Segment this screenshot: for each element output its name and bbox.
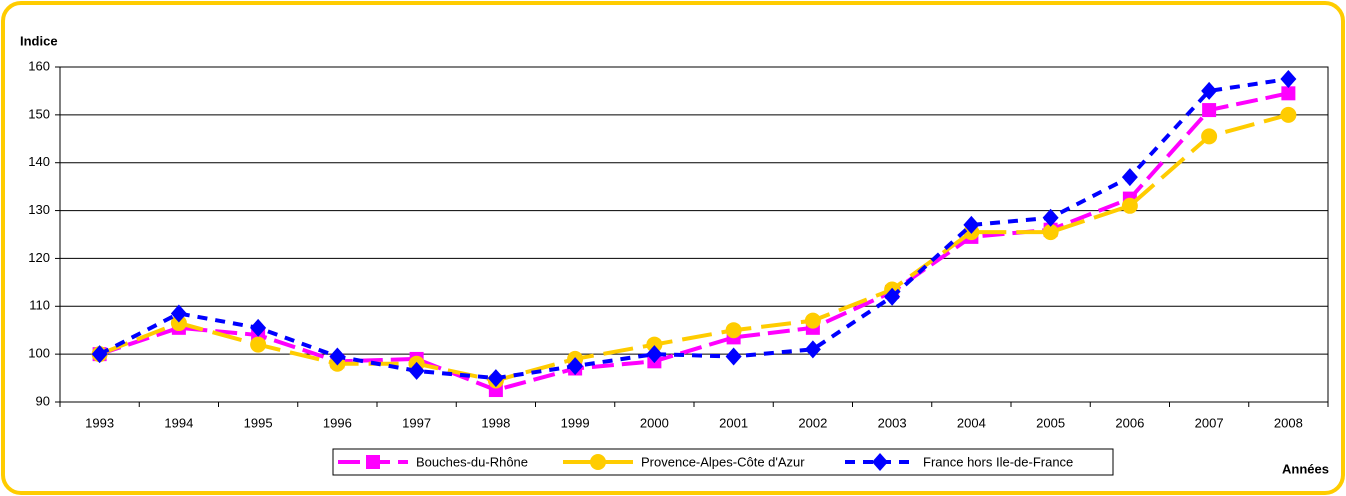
y-tick-label: 90 [36, 393, 50, 408]
x-tick-label: 2000 [640, 415, 669, 430]
marker [250, 318, 267, 337]
x-tick-label: 2002 [798, 415, 827, 430]
marker [1280, 69, 1297, 88]
y-axis-label: Indice [20, 33, 58, 48]
legend [332, 448, 1114, 476]
y-tick-label: 140 [28, 154, 50, 169]
x-axis-label: Années [1282, 461, 1329, 476]
marker [1280, 106, 1297, 123]
x-tick-label: 1994 [164, 415, 193, 430]
x-tick-label: 1995 [244, 415, 273, 430]
series-line [98, 76, 1289, 381]
x-tick-label: 1996 [323, 415, 352, 430]
marker [963, 215, 980, 234]
x-tick-label: 2003 [878, 415, 907, 430]
x-tick-label: 1997 [402, 415, 431, 430]
y-tick-label: 110 [29, 298, 50, 313]
marker [646, 345, 663, 364]
x-tick-label: 1999 [561, 415, 590, 430]
marker [804, 340, 821, 359]
x-tick-label: 2005 [1036, 415, 1065, 430]
marker [408, 361, 425, 380]
marker [250, 336, 267, 353]
marker [170, 304, 187, 323]
series-line [98, 112, 1289, 383]
y-tick-label: 130 [28, 202, 50, 217]
x-tick-label: 2006 [1115, 415, 1144, 430]
marker [1201, 128, 1218, 145]
marker [804, 312, 821, 329]
marker [725, 322, 742, 339]
y-tick-label: 120 [28, 250, 50, 265]
x-tick-label: 2001 [719, 415, 748, 430]
marker [884, 287, 901, 306]
x-tick-label: 1998 [481, 415, 510, 430]
x-tick-label: 2007 [1195, 415, 1224, 430]
legend-label: Bouches-du-Rhône [416, 454, 528, 469]
x-tick-label: 2008 [1274, 415, 1303, 430]
marker [872, 453, 888, 471]
y-tick-label: 100 [28, 346, 50, 361]
marker [1121, 197, 1138, 214]
marker [1121, 168, 1138, 187]
marker [1042, 208, 1059, 227]
marker [590, 454, 606, 470]
legend-label: France hors Ile-de-France [923, 454, 1073, 469]
x-tick-label: 1993 [85, 415, 114, 430]
marker [725, 347, 742, 366]
marker [487, 369, 504, 388]
legend-label: Provence-Alpes-Côte d'Azur [641, 454, 805, 469]
x-tick-label: 2004 [957, 415, 986, 430]
marker [646, 336, 663, 353]
marker [1281, 86, 1296, 101]
marker [1201, 81, 1218, 100]
marker [1042, 224, 1059, 241]
marker [567, 357, 584, 376]
y-tick-label: 160 [28, 58, 50, 73]
y-tick-label: 150 [28, 106, 50, 121]
marker [1202, 103, 1217, 118]
series-line [98, 91, 1289, 393]
marker [170, 315, 187, 332]
marker [329, 347, 346, 366]
marker [91, 345, 108, 364]
marker [366, 455, 380, 469]
